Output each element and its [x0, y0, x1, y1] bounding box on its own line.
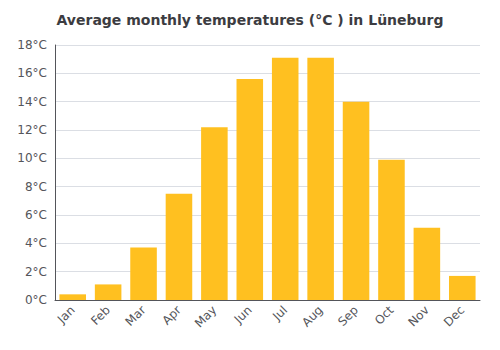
svg-text:Jan: Jan: [54, 303, 78, 327]
svg-text:Jun: Jun: [231, 303, 255, 327]
svg-text:Dec: Dec: [441, 303, 467, 329]
svg-text:16°C: 16°C: [17, 66, 47, 80]
svg-text:0°C: 0°C: [25, 293, 47, 307]
svg-text:Sep: Sep: [335, 303, 361, 329]
svg-text:Jul: Jul: [269, 303, 290, 324]
svg-text:Mar: Mar: [123, 303, 149, 329]
svg-text:14°C: 14°C: [17, 95, 47, 109]
svg-text:Feb: Feb: [88, 303, 113, 328]
svg-text:4°C: 4°C: [25, 236, 47, 250]
svg-text:Oct: Oct: [372, 303, 397, 328]
svg-text:12°C: 12°C: [17, 123, 47, 137]
svg-text:2°C: 2°C: [25, 265, 47, 279]
svg-text:Average monthly temperatures (: Average monthly temperatures (°C ) in Lü…: [57, 12, 444, 28]
svg-text:May: May: [192, 303, 219, 330]
svg-text:6°C: 6°C: [25, 208, 47, 222]
svg-text:Apr: Apr: [159, 303, 184, 328]
svg-text:18°C: 18°C: [17, 38, 47, 52]
svg-text:Nov: Nov: [405, 303, 431, 329]
svg-text:Aug: Aug: [299, 303, 325, 329]
svg-text:8°C: 8°C: [25, 180, 47, 194]
svg-text:10°C: 10°C: [17, 151, 47, 165]
